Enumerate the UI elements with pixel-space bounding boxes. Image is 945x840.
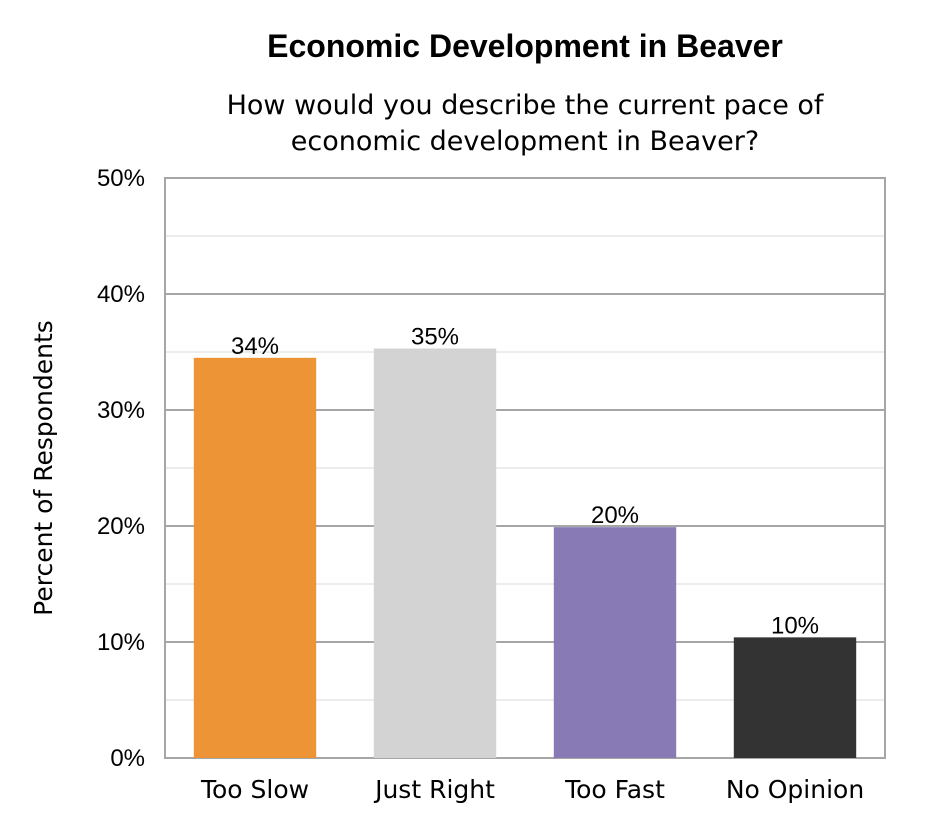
y-tick-label: 20%	[97, 513, 145, 540]
bar-too-fast	[553, 527, 677, 758]
bar-value-label: 34%	[231, 333, 279, 360]
chart-title: Economic Development in Beaver	[267, 28, 783, 64]
x-category-label: Just Right	[373, 775, 495, 804]
plot-area-frame	[164, 177, 886, 759]
y-tick-label: 50%	[97, 165, 145, 192]
x-category-label: Too Slow	[200, 775, 309, 804]
bar-too-slow	[193, 357, 317, 758]
x-axis-categories: Too Slow Just Right Too Fast No Opinion	[200, 775, 864, 804]
y-tick-label: 0%	[110, 745, 145, 772]
y-tick-label: 40%	[97, 281, 145, 308]
bar-value-label: 20%	[591, 502, 639, 529]
bar-just-right	[373, 348, 497, 758]
chart-subtitle-line-2: economic development in Beaver?	[290, 126, 760, 157]
chart-subtitle-line-1: How would you describe the current pace …	[226, 90, 824, 121]
bar-value-label: 10%	[771, 612, 819, 639]
y-axis-label: Percent of Respondents	[29, 320, 58, 616]
y-axis-ticks: 0% 10% 20% 30% 40% 50%	[97, 165, 145, 772]
bars: 34% 35% 20% 10%	[193, 324, 857, 758]
y-tick-label: 10%	[97, 629, 145, 656]
chart-subtitle: How would you describe the current pace …	[53, 88, 945, 160]
x-category-label: Too Fast	[564, 775, 665, 804]
x-category-label: No Opinion	[726, 775, 864, 804]
bar-no-opinion	[733, 637, 857, 758]
bar-value-label: 35%	[411, 324, 459, 351]
y-tick-label: 30%	[97, 397, 145, 424]
